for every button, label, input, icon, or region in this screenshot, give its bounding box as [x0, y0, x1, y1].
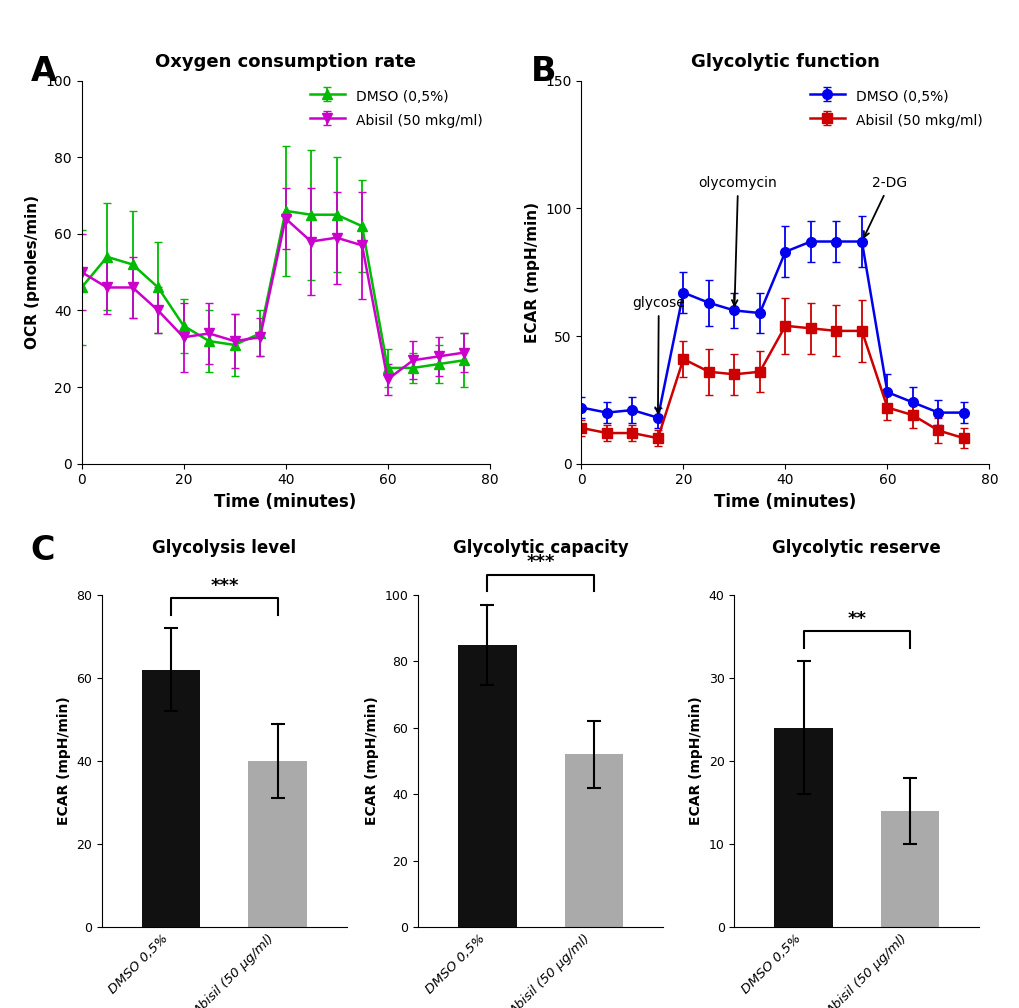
Text: 2-DG: 2-DG	[863, 176, 906, 237]
X-axis label: Time (minutes): Time (minutes)	[214, 493, 357, 511]
Bar	[142, 669, 201, 927]
Text: A: A	[31, 55, 56, 89]
Bar	[773, 728, 833, 927]
Y-axis label: ECAR (mpH/min): ECAR (mpH/min)	[365, 697, 379, 826]
Text: olycomycin: olycomycin	[698, 176, 776, 305]
Title: Glycolytic function: Glycolytic function	[690, 52, 879, 71]
Legend: DMSO (0,5%), Abisil (50 mkg/ml): DMSO (0,5%), Abisil (50 mkg/ml)	[809, 88, 981, 128]
Text: B: B	[530, 55, 555, 89]
Y-axis label: ECAR (mpH/min): ECAR (mpH/min)	[524, 202, 539, 343]
Title: Glycolysis level: Glycolysis level	[152, 539, 297, 557]
Title: Glycolytic capacity: Glycolytic capacity	[452, 539, 628, 557]
Legend: DMSO (0,5%), Abisil (50 mkg/ml): DMSO (0,5%), Abisil (50 mkg/ml)	[310, 88, 482, 128]
Title: Oxygen consumption rate: Oxygen consumption rate	[155, 52, 416, 71]
X-axis label: Time (minutes): Time (minutes)	[713, 493, 856, 511]
Bar	[248, 761, 307, 927]
Y-axis label: ECAR (mpH/min): ECAR (mpH/min)	[689, 697, 702, 826]
Bar	[879, 810, 938, 927]
Bar	[564, 754, 623, 927]
Y-axis label: OCR (pmoles/min): OCR (pmoles/min)	[24, 196, 40, 349]
Text: **: **	[847, 610, 865, 628]
Text: glycose: glycose	[632, 296, 685, 413]
Text: ***: ***	[210, 577, 238, 595]
Text: C: C	[31, 534, 55, 568]
Bar	[458, 645, 517, 927]
Y-axis label: ECAR (mpH/min): ECAR (mpH/min)	[57, 697, 70, 826]
Text: ***: ***	[526, 553, 554, 572]
Title: Glycolytic reserve: Glycolytic reserve	[771, 539, 941, 557]
